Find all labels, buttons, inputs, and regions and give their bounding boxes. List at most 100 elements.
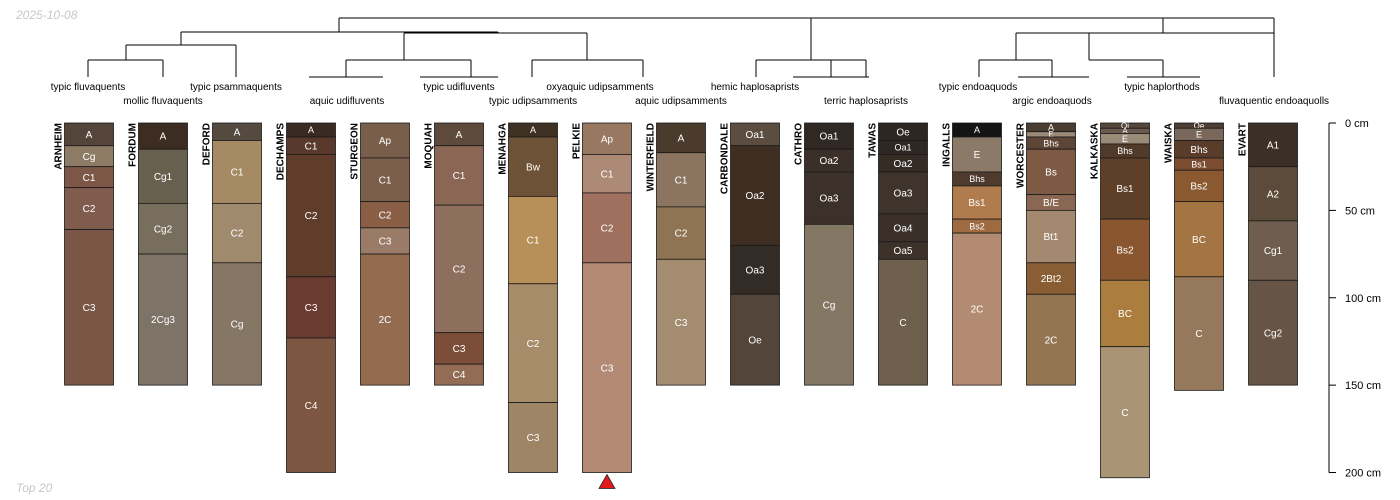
horizon-label: Oe <box>1194 122 1205 131</box>
horizon-label: C <box>1195 329 1202 340</box>
horizon-label: C1 <box>83 173 96 184</box>
horizon-label: C2 <box>231 229 244 240</box>
axis-tick-label: 200 cm <box>1345 468 1381 480</box>
profile-name: WAISKA <box>1164 123 1175 163</box>
axis-tick-label: 150 cm <box>1345 380 1381 392</box>
horizon-fordum-a <box>138 122 188 150</box>
horizon-label: A <box>86 130 93 141</box>
horizon-cathro-oa3 <box>804 171 854 225</box>
profile-arnheim: A Cg C1 C2 C3 ARNHEIM <box>54 122 114 386</box>
horizon-label: Oe <box>748 335 762 346</box>
horizon-label: Oa3 <box>894 189 913 200</box>
horizon-ingalls-2c <box>952 232 1002 386</box>
label-typic-psammaquents: typic psammaquents <box>190 82 282 93</box>
label-oxyaquic-udipsamments: oxyaquic udipsamments <box>546 82 653 93</box>
horizon-label: C2 <box>453 265 466 276</box>
horizon-label: E <box>1122 134 1128 144</box>
horizon-label: Cg2 <box>1264 328 1283 339</box>
horizon-label: Oa1 <box>820 132 839 143</box>
axis-tick-label: 100 cm <box>1345 293 1381 305</box>
profile-dechamps: A C1 C2 C3 C4 DECHAMPS <box>276 122 336 473</box>
horizon-label: Oa4 <box>894 223 913 234</box>
horizon-label: Oa2 <box>894 159 913 170</box>
profile-name: PELKIE <box>572 123 583 159</box>
horizon-label: Bs1 <box>1191 159 1207 169</box>
horizon-label: C4 <box>453 370 466 381</box>
horizon-pelkie-c3 <box>582 262 632 473</box>
horizon-label: C <box>899 318 906 329</box>
axis-tick-label: 0 cm <box>1345 118 1369 130</box>
horizon-tawas-oa3 <box>878 171 928 215</box>
profile-name: STURGEON <box>350 123 361 180</box>
horizon-worcester-2bt2 <box>1026 262 1076 295</box>
horizon-waiska-bs2 <box>1174 169 1224 203</box>
profile-name: DEFORD <box>202 123 213 165</box>
label-typic-fluvaquents: typic fluvaquents <box>51 82 126 93</box>
horizon-moquah-c2 <box>434 204 484 334</box>
horizon-sturgeon-ap <box>360 122 410 159</box>
horizon-carbondale-oa3 <box>730 244 780 295</box>
profile-name: KALKASKA <box>1090 123 1101 179</box>
horizon-label: Bt1 <box>1043 232 1058 243</box>
horizon-label: Oa5 <box>894 246 913 257</box>
profile-name: ARNHEIM <box>54 123 65 170</box>
horizon-arnheim-c3 <box>64 229 114 386</box>
horizon-label: Cg1 <box>154 172 173 183</box>
profile-name: INGALLS <box>942 123 953 167</box>
horizon-label: Oi <box>1121 122 1129 131</box>
horizon-label: A2 <box>1267 189 1280 200</box>
horizon-cathro-cg <box>804 223 854 386</box>
horizon-menahga-bw <box>508 136 558 197</box>
horizon-label: C1 <box>453 171 466 182</box>
profile-fordum: A Cg1 Cg2 2Cg3 FORDUM <box>128 122 188 386</box>
horizon-label: Oa1 <box>746 130 765 141</box>
profile-menahga: A Bw C1 C2 C3 MENAHGA <box>498 122 558 473</box>
horizon-label: A1 <box>1267 140 1280 151</box>
horizon-label: C2 <box>527 339 540 350</box>
label-hemic-haplosaprists: hemic haplosaprists <box>711 82 799 93</box>
horizon-label: Bs1 <box>1116 184 1134 195</box>
horizon-label: C3 <box>379 237 392 248</box>
profile-name: CATHRO <box>794 123 805 165</box>
horizon-arnheim-c2 <box>64 187 114 230</box>
profile-carbondale: Oa1 Oa2 Oa3 Oe CARBONDALE <box>720 122 780 386</box>
profile-name: CARBONDALE <box>720 123 731 194</box>
horizon-label: Bhs <box>1043 138 1059 148</box>
horizon-label: Bs1 <box>968 198 986 209</box>
label-terric-haplosaprists: terric haplosaprists <box>824 96 908 107</box>
horizon-deford-c2 <box>212 202 262 264</box>
horizon-tawas-c <box>878 258 928 386</box>
horizon-label: Bs <box>1045 168 1057 179</box>
horizon-label: Cg <box>83 152 96 163</box>
dendrogram <box>87 17 1275 78</box>
horizon-evart-cg1 <box>1248 220 1298 281</box>
horizon-evart-cg2 <box>1248 279 1298 386</box>
horizon-label: C3 <box>675 318 688 329</box>
horizon-label: C1 <box>231 168 244 179</box>
label-typic-haplorthods: typic haplorthods <box>1124 82 1200 93</box>
horizon-kalkaska-bs2 <box>1100 218 1150 281</box>
horizon-label: 2Bt2 <box>1041 274 1062 285</box>
horizon-label: Cg <box>823 300 836 311</box>
horizon-label: 2C <box>971 305 984 316</box>
horizon-label: C3 <box>601 363 614 374</box>
profile-name: MOQUAH <box>424 123 435 169</box>
profile-name: EVART <box>1238 123 1249 156</box>
horizon-label: Ap <box>601 134 614 145</box>
soil-profiles: A Cg C1 C2 C3 ARNHEIM A Cg1 Cg2 2Cg3 FORDUM A C1 C2 Cg… <box>54 122 1298 479</box>
date-stamp: 2025-10-08 <box>16 8 78 22</box>
axis-tick-label: 50 cm <box>1345 205 1375 217</box>
horizon-carbondale-oe <box>730 293 780 386</box>
profile-name: DECHAMPS <box>276 123 287 181</box>
profile-name: WORCESTER <box>1016 122 1027 188</box>
horizon-label: Cg2 <box>154 224 173 235</box>
label-argic-endoaquods: argic endoaquods <box>1012 96 1092 107</box>
horizon-label: C2 <box>305 211 318 222</box>
horizon-label: BC <box>1118 309 1132 320</box>
label-mollic-fluvaquents: mollic fluvaquents <box>123 96 202 107</box>
horizon-label: A <box>1122 127 1128 136</box>
horizon-cathro-oa1 <box>804 122 854 150</box>
depth-axis: 0 cm 50 cm 100 cm 150 cm 200 cm <box>1328 118 1381 480</box>
horizon-label: 2C <box>379 315 392 326</box>
